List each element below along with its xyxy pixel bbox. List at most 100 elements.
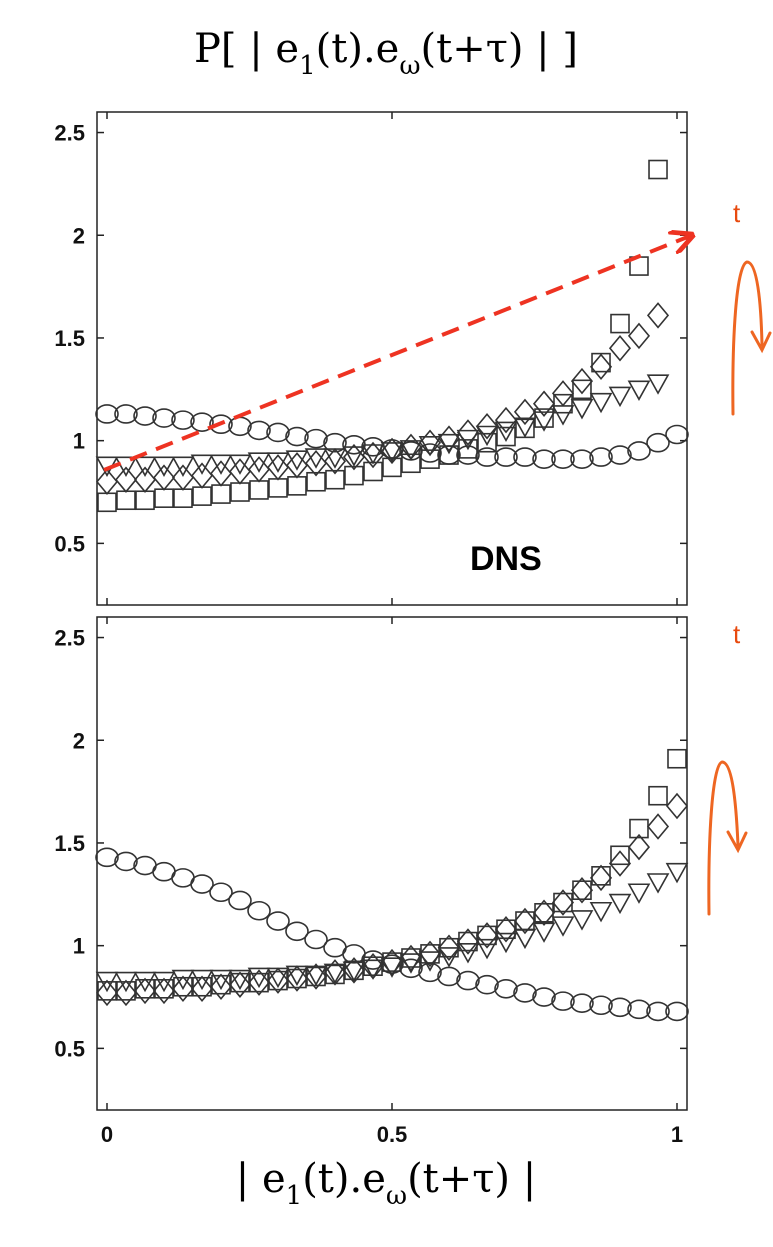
- marker-diamond: [646, 302, 670, 329]
- marker-triangle-down: [627, 380, 651, 401]
- marker-circle: [247, 420, 271, 441]
- marker-triangle-down: [342, 446, 366, 467]
- marker-square: [154, 488, 174, 508]
- marker-circle: [551, 449, 575, 469]
- marker-circle: [494, 447, 518, 467]
- marker-circle: [551, 991, 575, 1011]
- marker-triangle-down: [418, 435, 442, 457]
- marker-circle: [627, 999, 651, 1020]
- marker-square: [382, 457, 402, 478]
- marker-triangle-down: [551, 405, 575, 426]
- marker-square: [97, 492, 117, 513]
- marker-triangle-down: [456, 943, 480, 964]
- marker-diamond: [95, 468, 119, 495]
- y-tick-label: 2.5: [54, 121, 85, 146]
- marker-triangle-down: [475, 938, 499, 960]
- marker-square: [306, 471, 326, 492]
- marker-triangle-down: [551, 916, 575, 937]
- marker-triangle-down: [228, 969, 252, 991]
- axes-frame-bottom: [96, 616, 688, 1111]
- x-tick-label: 0.5: [377, 1122, 408, 1147]
- marker-circle: [285, 921, 309, 942]
- marker-circle: [570, 993, 594, 1013]
- marker-square: [325, 469, 345, 490]
- marker-triangle-down: [152, 971, 176, 993]
- marker-diamond: [437, 934, 461, 961]
- marker-triangle-down: [285, 965, 309, 987]
- marker-diamond: [570, 876, 594, 904]
- marker-triangle-down: [513, 417, 537, 438]
- y-tick-label: 1: [73, 934, 85, 959]
- series-triangle-down: [95, 374, 670, 477]
- marker-triangle-down: [171, 456, 195, 477]
- marker-triangle-down: [247, 967, 271, 989]
- marker-diamond: [532, 390, 556, 417]
- x-axis-label: | e1(t).eω(t+τ) |: [236, 1156, 536, 1211]
- trend-arrow: [103, 236, 690, 472]
- marker-circle: [152, 408, 176, 428]
- marker-square: [458, 439, 478, 459]
- marker-triangle-down: [114, 971, 138, 993]
- marker-triangle-down: [570, 398, 594, 420]
- marker-diamond: [646, 813, 670, 840]
- marker-triangle-down: [95, 971, 119, 993]
- marker-circle: [532, 449, 556, 469]
- marker-diamond: [380, 437, 404, 465]
- marker-circle: [171, 410, 195, 430]
- marker-square: [173, 488, 193, 508]
- marker-square: [116, 490, 136, 511]
- marker-diamond: [475, 413, 499, 440]
- marker-triangle-down: [361, 444, 385, 465]
- marker-triangle-down: [152, 456, 176, 477]
- y-tick-label: 2: [73, 223, 85, 248]
- marker-diamond: [418, 940, 442, 968]
- marker-diamond: [190, 975, 214, 1003]
- marker-square: [268, 478, 288, 498]
- marker-square: [572, 379, 592, 400]
- marker-diamond: [152, 977, 176, 1005]
- marker-diamond: [608, 850, 632, 877]
- marker-square: [401, 453, 421, 474]
- marker-circle: [418, 443, 442, 463]
- marker-triangle-down: [285, 450, 309, 471]
- marker-diamond: [513, 398, 537, 426]
- marker-triangle-down: [494, 421, 518, 443]
- marker-circle: [304, 929, 328, 950]
- curl-arrow-bottom: [707, 760, 748, 916]
- marker-triangle-down: [190, 454, 214, 475]
- marker-triangle-down: [171, 969, 195, 991]
- panel-label-dns: DNS: [470, 540, 542, 578]
- marker-triangle-down: [475, 425, 499, 447]
- marker-circle: [323, 432, 347, 453]
- marker-diamond: [627, 833, 651, 861]
- marker-diamond: [456, 928, 480, 955]
- marker-circle: [627, 441, 651, 461]
- marker-diamond: [266, 967, 290, 994]
- marker-circle: [285, 426, 309, 447]
- marker-circle: [95, 847, 119, 868]
- chart-title: P[ | e1(t).eω(t+τ) | ]: [194, 26, 578, 81]
- series-circle: [95, 847, 689, 1022]
- x-tick-label: 1: [671, 1122, 683, 1147]
- marker-triangle-down: [494, 932, 518, 954]
- y-tick-label: 1.5: [54, 326, 85, 351]
- marker-diamond: [190, 462, 214, 489]
- marker-triangle-down: [570, 910, 594, 931]
- y-tick-label: 0.5: [54, 531, 85, 556]
- marker-circle: [190, 412, 214, 432]
- panel-top: 0.5 1 1.5 2 2.5: [54, 111, 689, 606]
- marker-triangle-down: [361, 959, 385, 980]
- marker-square: [230, 482, 250, 502]
- marker-square: [610, 313, 630, 334]
- y-tick-label: 2.5: [54, 626, 85, 651]
- panel-bottom: 0.5 1 1.5 2 2.5 0 0.5 1: [54, 616, 689, 1147]
- marker-circle: [114, 404, 138, 424]
- marker-circle: [114, 851, 138, 872]
- marker-diamond: [209, 973, 233, 1000]
- marker-diamond: [627, 322, 651, 350]
- marker-diamond: [323, 959, 347, 986]
- marker-circle: [589, 447, 613, 467]
- marker-triangle-down: [380, 442, 404, 463]
- marker-diamond: [266, 454, 290, 481]
- marker-circle: [570, 449, 594, 469]
